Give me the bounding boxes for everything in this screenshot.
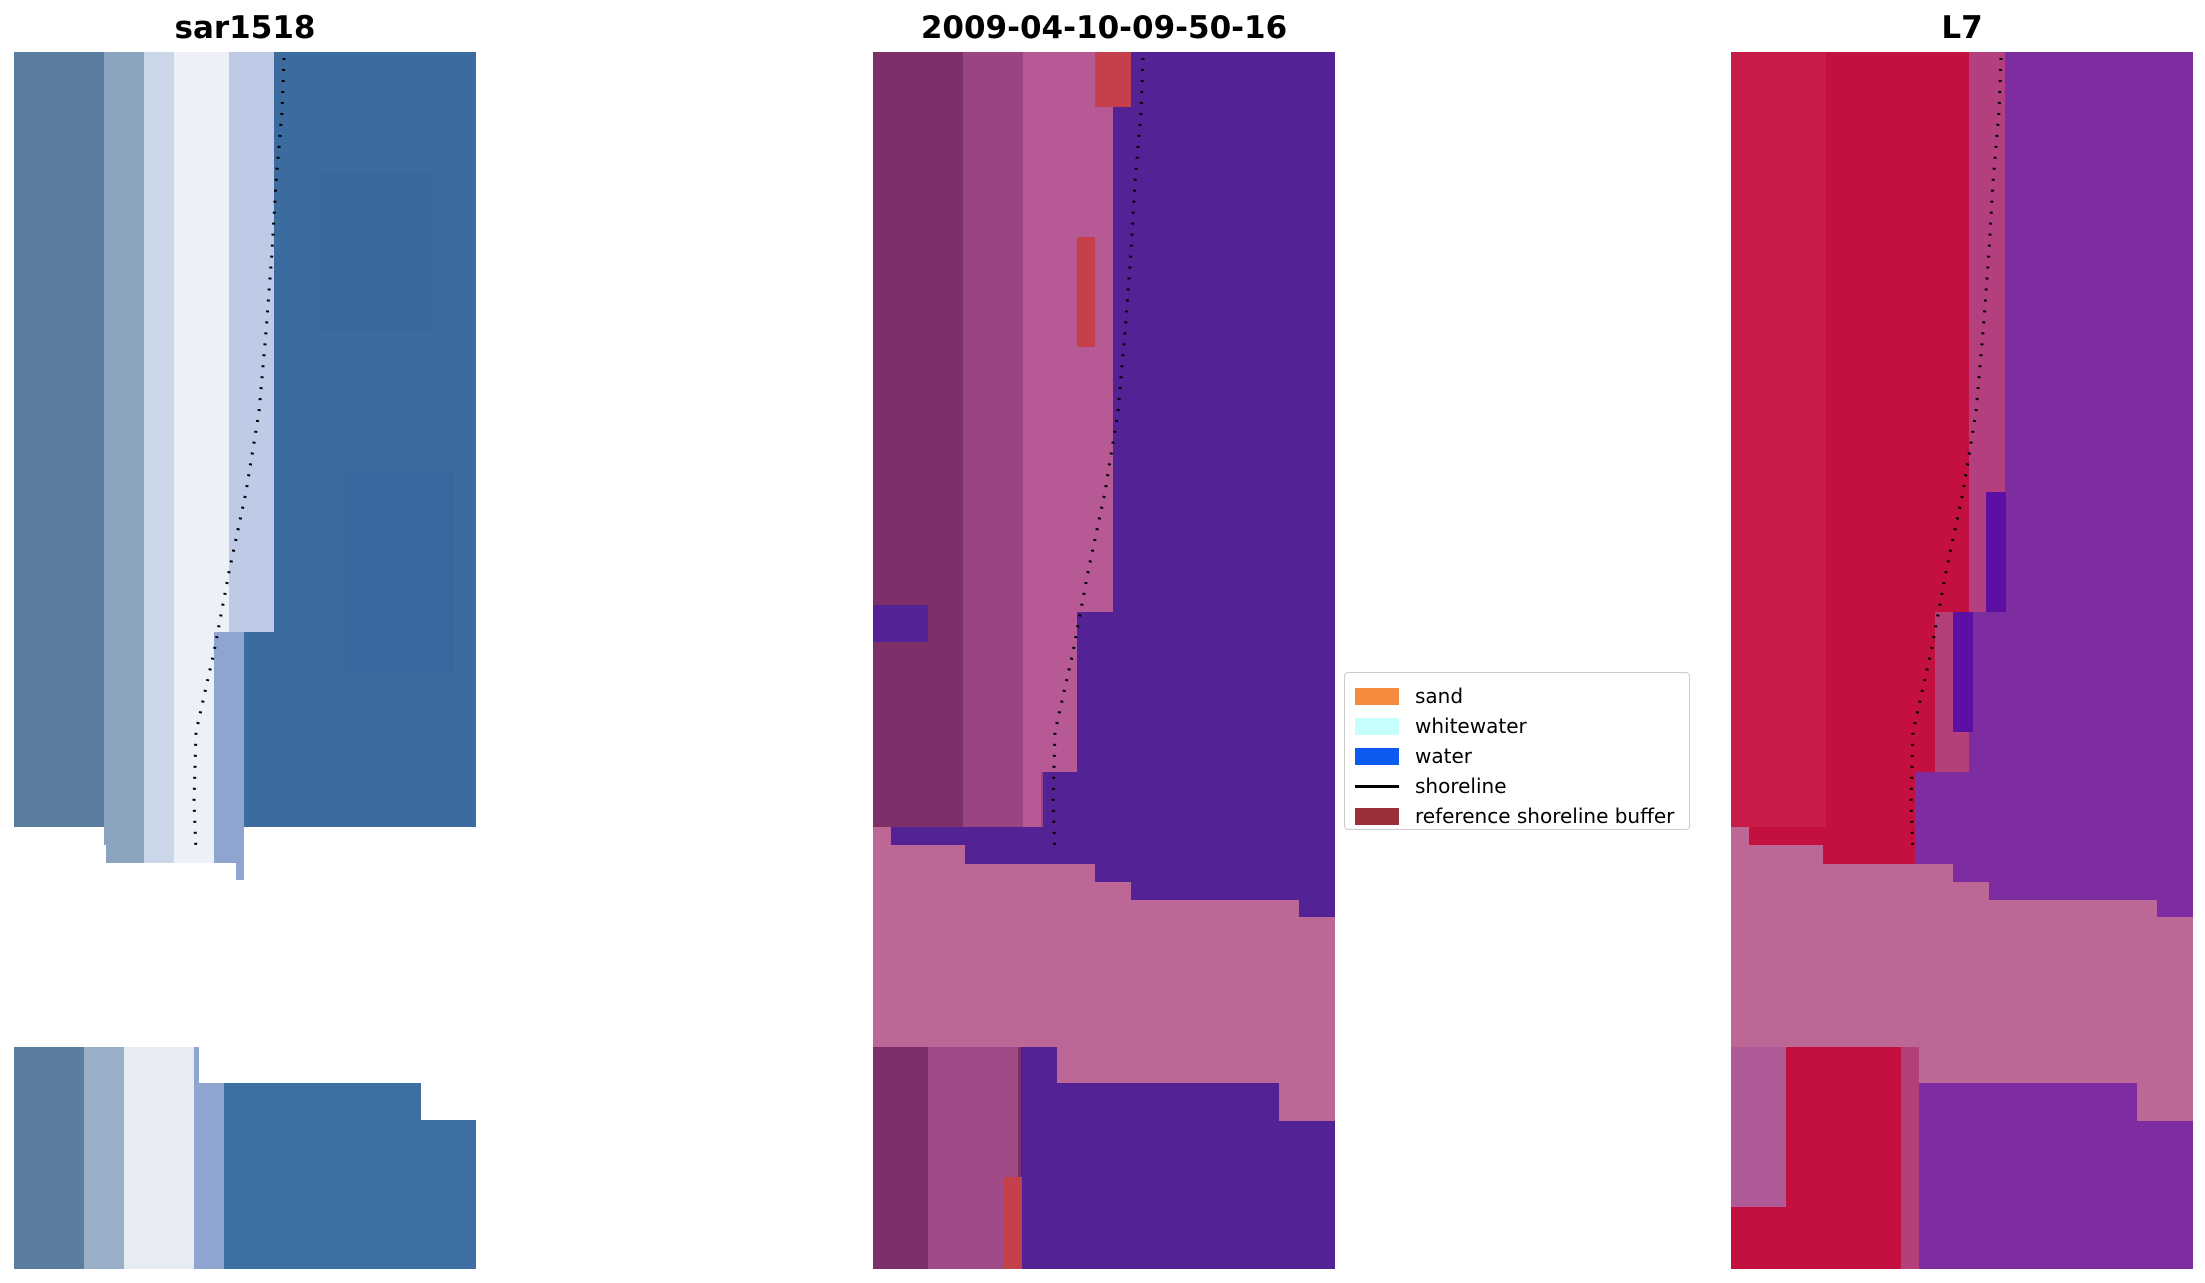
water-swatch [1355,747,1399,765]
shoreline-line-icon [1355,784,1399,788]
legend: sand whitewater water shoreline referenc… [1344,672,1690,830]
sand-swatch [1355,687,1399,705]
legend-item-whitewater: whitewater [1355,711,1679,741]
panel-title-l7: L7 [1941,10,1983,46]
legend-label-sand: sand [1415,684,1464,708]
panel-title-sar: sar1518 [174,10,316,46]
legend-item-water: water [1355,741,1679,771]
legend-item-sand: sand [1355,681,1679,711]
rgb-image-panel [14,52,476,1269]
l7-image-panel [1731,52,2193,1269]
legend-label-shoreline: shoreline [1415,774,1507,798]
legend-label-water: water [1415,744,1472,768]
panel-title-date: 2009-04-10-09-50-16 [920,10,1288,46]
legend-item-shoreline: shoreline [1355,771,1679,801]
buffer-swatch [1355,807,1399,825]
legend-item-buffer: reference shoreline buffer [1355,801,1679,831]
classified-image-panel [873,52,1335,1269]
legend-label-whitewater: whitewater [1415,714,1527,738]
legend-label-buffer: reference shoreline buffer [1415,804,1675,828]
whitewater-swatch [1355,717,1399,735]
